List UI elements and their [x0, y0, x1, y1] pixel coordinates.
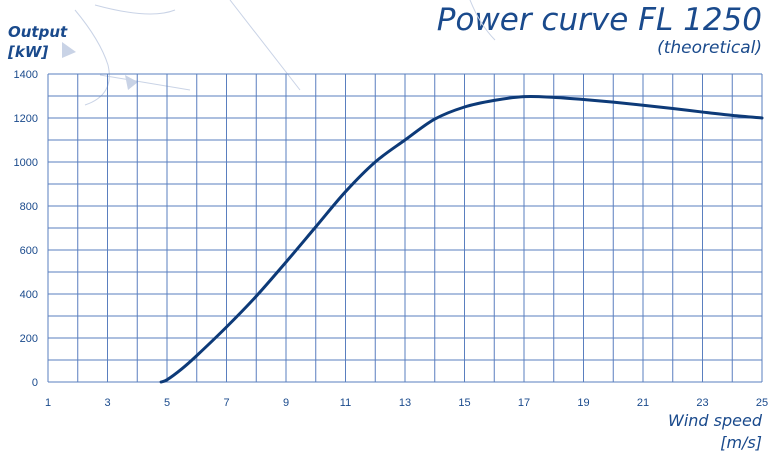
series-layer — [159, 94, 764, 384]
x-axis-label-line1: Wind speed — [668, 411, 762, 430]
x-tick-label: 1 — [45, 397, 51, 409]
x-tick-label: 25 — [756, 397, 768, 409]
x-tick-label: 17 — [518, 397, 530, 409]
y-tick-label: 200 — [20, 333, 38, 345]
y-tick-labels: 0 200 400 600 800 1000 1200 1400 — [14, 69, 38, 389]
y-tick-label: 1200 — [14, 113, 38, 125]
x-tick-label: 15 — [458, 397, 470, 409]
y-axis-label-line2: [kW] — [8, 43, 49, 61]
grid — [47, 73, 763, 383]
decorative-arrow — [62, 42, 76, 58]
y-tick-label: 1400 — [14, 69, 38, 81]
x-tick-label: 9 — [283, 397, 289, 409]
power-curve-line — [159, 94, 764, 384]
decorative-line — [229, 0, 301, 91]
x-tick-label: 23 — [696, 397, 708, 409]
chart-title: Power curve FL 1250 — [436, 2, 762, 38]
x-tick-label: 5 — [164, 397, 170, 409]
y-tick-label: 1000 — [14, 157, 38, 169]
x-tick-label: 13 — [399, 397, 411, 409]
decorative-line — [469, 0, 496, 41]
y-tick-label: 600 — [20, 245, 38, 257]
y-tick-label: 800 — [20, 201, 38, 213]
y-tick-label: 400 — [20, 289, 38, 301]
x-tick-label: 3 — [104, 397, 110, 409]
decorative-line — [74, 9, 110, 106]
decorative-line — [94, 4, 176, 15]
x-tick-label: 7 — [223, 397, 229, 409]
decorative-background — [62, 0, 496, 106]
x-tick-label: 11 — [340, 397, 351, 409]
x-tick-labels: 1 3 5 7 9 11 13 15 17 19 21 23 25 — [45, 397, 768, 409]
y-tick-label: 0 — [32, 377, 38, 389]
x-axis-label-line2: [m/s] — [720, 433, 762, 452]
y-axis-label: Output [kW] — [8, 22, 67, 62]
y-axis-label-line1: Output — [8, 23, 68, 41]
x-tick-label: 19 — [577, 397, 589, 409]
x-tick-label: 21 — [637, 397, 649, 409]
decorative-line — [99, 74, 191, 91]
x-axis-label: Wind speed [m/s] — [668, 410, 762, 454]
decorative-arrow — [125, 75, 138, 90]
chart-subtitle: (theoretical) — [657, 38, 762, 58]
